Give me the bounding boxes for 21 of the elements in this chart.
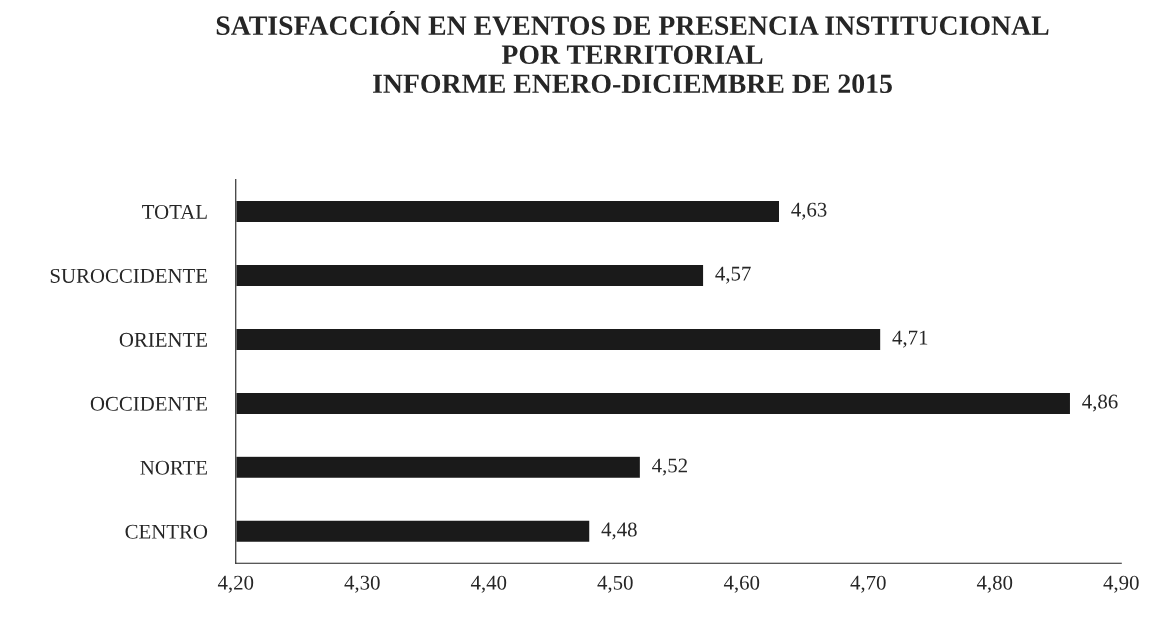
x-tick-label: 4,70: [850, 575, 886, 593]
data-label: 4,48: [601, 522, 637, 540]
y-tick-label: SUROCCIDENTE: [50, 268, 207, 283]
y-tick-label: TOTAL: [142, 204, 207, 219]
y-tick-label: OCCIDENTE: [90, 396, 207, 411]
y-tick-label: NORTE: [140, 460, 207, 475]
data-label: 4,86: [1082, 394, 1118, 412]
data-label: 4,63: [791, 202, 827, 220]
y-tick-label: ORIENTE: [119, 332, 207, 347]
x-tick-label: 4,40: [470, 575, 507, 593]
x-tick-label: 4,20: [217, 575, 254, 593]
chart-title: SATISFACCIÓN EN EVENTOS DE PRESENCIA INSTITUCIONAL POR TERRITORIAL INFORME ENERO-DICIEMBRE DE 2015: [216, 11, 1049, 94]
x-tick-label: 4,80: [976, 575, 1013, 593]
y-tick-label: CENTRO: [125, 524, 208, 539]
data-label: 4,52: [652, 458, 687, 476]
x-tick-label: 4,50: [597, 575, 633, 593]
x-tick-label: 4,60: [723, 575, 760, 593]
data-label: 4,71: [892, 330, 928, 348]
x-tick-label: 4,30: [344, 575, 380, 593]
x-tick-label: 4,90: [1103, 575, 1139, 593]
data-label: 4,57: [715, 266, 751, 284]
